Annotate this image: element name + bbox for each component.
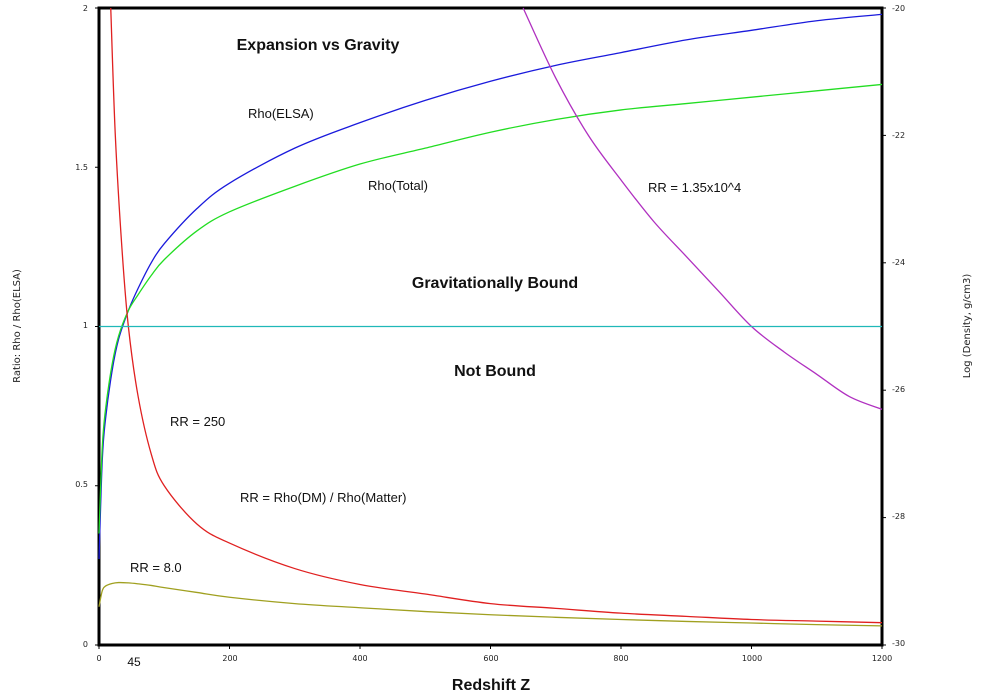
y-tick-label: 2 [83,4,88,13]
series-line-2 [110,7,883,624]
annotation-rr-big: RR = 1.35x10^4 [648,180,741,195]
y2-tick-label: -22 [892,131,905,140]
series-line-4 [522,7,883,410]
chart-title: Expansion vs Gravity [237,37,400,54]
annotation-rho-total: Rho(Total) [368,178,428,193]
y2-axis-label: Log (Density, g/cm3) [962,274,973,379]
x-axis-label: Redshift Z [452,677,530,694]
y-tick-label: 1 [83,321,88,330]
series-line-0 [98,13,883,560]
y2-tick-label: -24 [892,258,905,267]
series-line-3 [98,581,883,627]
annotation-rr-250: RR = 250 [170,414,225,429]
x-tick-label: 600 [483,654,498,663]
y-axis-label: Ratio: Rho / Rho(ELSA) [12,269,23,383]
y-tick-label: 1.5 [75,163,88,172]
y2-tick-label: -20 [892,4,905,13]
y-tick-label: 0 [83,640,88,649]
y2-tick-label: -26 [892,385,905,394]
annotation-rr-8: RR = 8.0 [130,560,182,575]
region-label-not-bound: Not Bound [454,363,536,380]
y2-tick-label: -28 [892,512,905,521]
x-tick-label: 800 [613,654,628,663]
y2-tick-label: -30 [892,639,905,648]
annotation-rr-definition: RR = Rho(DM) / Rho(Matter) [240,490,407,505]
x-tick-label: 400 [352,654,367,663]
y-tick-label: 0.5 [75,480,88,489]
series-line-1 [98,83,883,534]
x-tick-label: 0 [96,654,101,663]
x-marker-label: 45 [127,655,141,669]
x-tick-label: 200 [222,654,237,663]
region-label-bound: Gravitationally Bound [412,275,578,292]
annotation-rho-elsa: Rho(ELSA) [248,106,314,121]
x-tick-label: 1000 [742,654,762,663]
x-tick-label: 1200 [872,654,892,663]
